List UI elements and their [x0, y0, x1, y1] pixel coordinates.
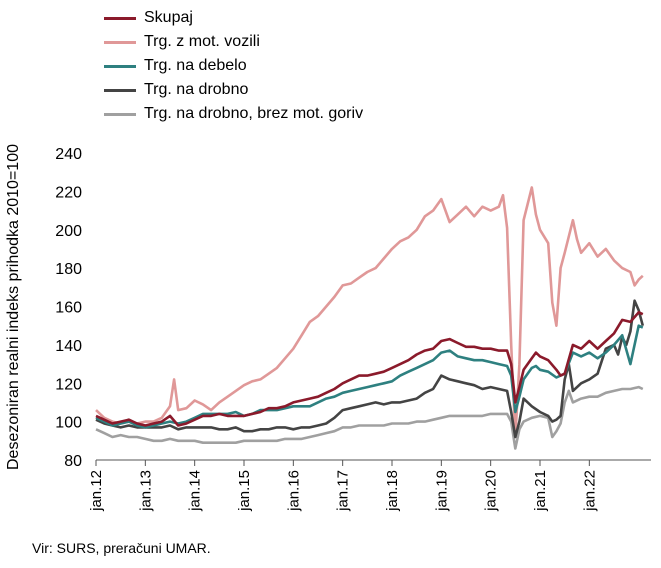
legend-swatch — [104, 16, 136, 20]
legend-swatch — [104, 88, 136, 92]
x-tick-label: jan.17 — [335, 470, 352, 512]
y-tick-label: 120 — [55, 376, 82, 393]
legend-item-wholesale: Trg. na debelo — [104, 54, 363, 78]
y-tick-label: 200 — [55, 223, 82, 240]
x-tick-label: jan.21 — [532, 470, 549, 512]
x-tick-label: jan.16 — [285, 470, 302, 512]
legend-label: Trg. z mot. vozili — [144, 33, 260, 50]
x-tick-label: jan.15 — [236, 470, 253, 512]
legend-label: Trg. na debelo — [144, 57, 247, 74]
chart-legend: Skupaj Trg. z mot. vozili Trg. na debelo… — [104, 6, 363, 126]
x-tick-label: jan.13 — [137, 470, 154, 512]
x-tick-label: jan.22 — [581, 470, 598, 512]
y-tick-label: 220 — [55, 184, 82, 201]
y-tick-label: 240 — [55, 146, 82, 163]
x-tick-label: jan.14 — [187, 470, 204, 512]
legend-item-retail: Trg. na drobno — [104, 78, 363, 102]
legend-label: Skupaj — [144, 9, 193, 26]
legend-item-motor-vehicles: Trg. z mot. vozili — [104, 30, 363, 54]
series-line-trg-na-debelo — [95, 324, 644, 429]
legend-label: Trg. na drobno — [144, 81, 249, 98]
y-tick-label: 140 — [55, 338, 82, 355]
y-tick-label: 160 — [55, 300, 82, 317]
series-line-skupaj — [95, 311, 644, 427]
x-tick-label: jan.18 — [384, 470, 401, 512]
y-tick-label: 80 — [64, 453, 82, 470]
legend-item-retail-no-fuel: Trg. na drobno, brez mot. goriv — [104, 102, 363, 126]
legend-label: Trg. na drobno, brez mot. goriv — [144, 105, 364, 122]
series-line-trg-z-mot-vozili — [95, 186, 644, 439]
legend-swatch — [104, 112, 136, 116]
legend-swatch — [104, 64, 136, 68]
source-note: Vir: SURS, preračuni UMAR. — [32, 540, 211, 556]
legend-item-skupaj: Skupaj — [104, 6, 363, 30]
legend-swatch — [104, 40, 136, 44]
series-line-trg-na-drobno — [95, 299, 645, 439]
x-tick-label: jan.12 — [88, 470, 105, 512]
x-tick-label: jan.19 — [433, 470, 450, 512]
y-tick-label: 180 — [55, 261, 82, 278]
series-line-trg-na-drobno-brez-mot-goriv — [95, 385, 644, 450]
y-tick-label: 100 — [55, 415, 82, 432]
x-tick-label: jan.20 — [483, 470, 500, 512]
